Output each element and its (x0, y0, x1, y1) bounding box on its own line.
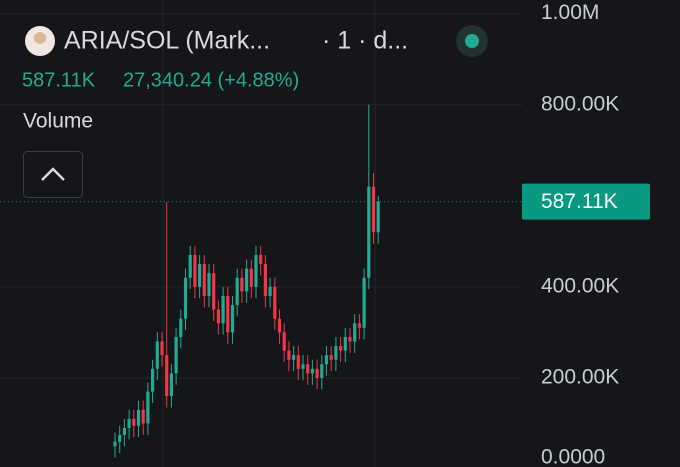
candle-body (296, 355, 300, 369)
candle-body (207, 273, 211, 296)
y-tick-label: 1.00M (541, 1, 599, 24)
candle-body (329, 355, 333, 360)
pair-title: ARIA/SOL (Mark... (64, 27, 270, 55)
candle-body (292, 355, 296, 360)
candle-body (245, 268, 249, 292)
candle-body (155, 341, 159, 369)
candle-body (367, 186, 371, 278)
candle-body (306, 364, 310, 374)
candle-body (277, 318, 282, 333)
candle-body (198, 264, 202, 287)
candle-body (179, 318, 183, 337)
candle-body (362, 277, 366, 328)
candle-body (263, 264, 267, 296)
last-value: 587.11K (22, 69, 96, 91)
candle-body (339, 346, 343, 351)
candle-body (136, 409, 141, 426)
last-price-tag (522, 183, 650, 220)
candle-body (334, 346, 338, 360)
candle-body (127, 418, 131, 429)
candle-body (174, 336, 178, 374)
candle-body (160, 341, 164, 356)
collapse-button[interactable] (23, 151, 83, 198)
candle-body (273, 286, 277, 319)
candle-body (235, 277, 239, 306)
candle-body (282, 332, 286, 351)
candle-body (353, 323, 357, 342)
candle-body (118, 434, 122, 442)
candle-body (221, 295, 225, 324)
candle-body (371, 186, 376, 233)
candle-body (202, 264, 206, 296)
candle-body (259, 254, 263, 265)
candle-body (122, 428, 126, 435)
candle-body (287, 350, 291, 360)
candle-body (146, 391, 150, 424)
y-tick-label: 0.0000 (541, 446, 605, 467)
candle-body (212, 273, 216, 310)
candle-body (188, 254, 192, 278)
candle-body (240, 277, 244, 292)
candle-body (226, 295, 230, 333)
interval: · 1 · d... (322, 27, 408, 55)
y-tick-label: 200.00K (541, 365, 619, 388)
candle-body (113, 441, 117, 447)
change: 27,340.24 (+4.88%) (123, 69, 299, 91)
candle-body (249, 268, 253, 287)
candle-body (230, 305, 235, 333)
candle-body (193, 254, 197, 287)
status-dot (465, 34, 479, 48)
avatar-face (34, 32, 46, 44)
candle-body (268, 286, 272, 296)
candle-body (216, 309, 220, 324)
candle-body (376, 201, 380, 233)
candle-body (141, 409, 145, 424)
y-tick-label: 800.00K (541, 92, 619, 115)
candle-body (254, 254, 258, 287)
candle-body (151, 368, 155, 392)
candle-body (169, 373, 173, 397)
plot (0, 13, 522, 458)
candle-body (183, 277, 188, 319)
candle-body (301, 364, 305, 369)
indicator-name: Volume (23, 110, 93, 133)
header: ARIA/SOL (Mark... · 1 · d... 587.11K 27,… (22, 25, 488, 198)
candle-body (324, 355, 329, 365)
candle-body (132, 418, 136, 426)
candle-body (343, 336, 347, 351)
candle-body (165, 355, 169, 397)
candle-body (320, 364, 324, 378)
candle-body (348, 336, 352, 342)
last-price-label: 587.11K (541, 190, 618, 213)
candle-body (310, 368, 314, 374)
chevron-up (41, 167, 65, 181)
y-tick-label: 400.00K (541, 274, 619, 297)
candle-body (357, 323, 361, 328)
candle-body (315, 368, 319, 378)
